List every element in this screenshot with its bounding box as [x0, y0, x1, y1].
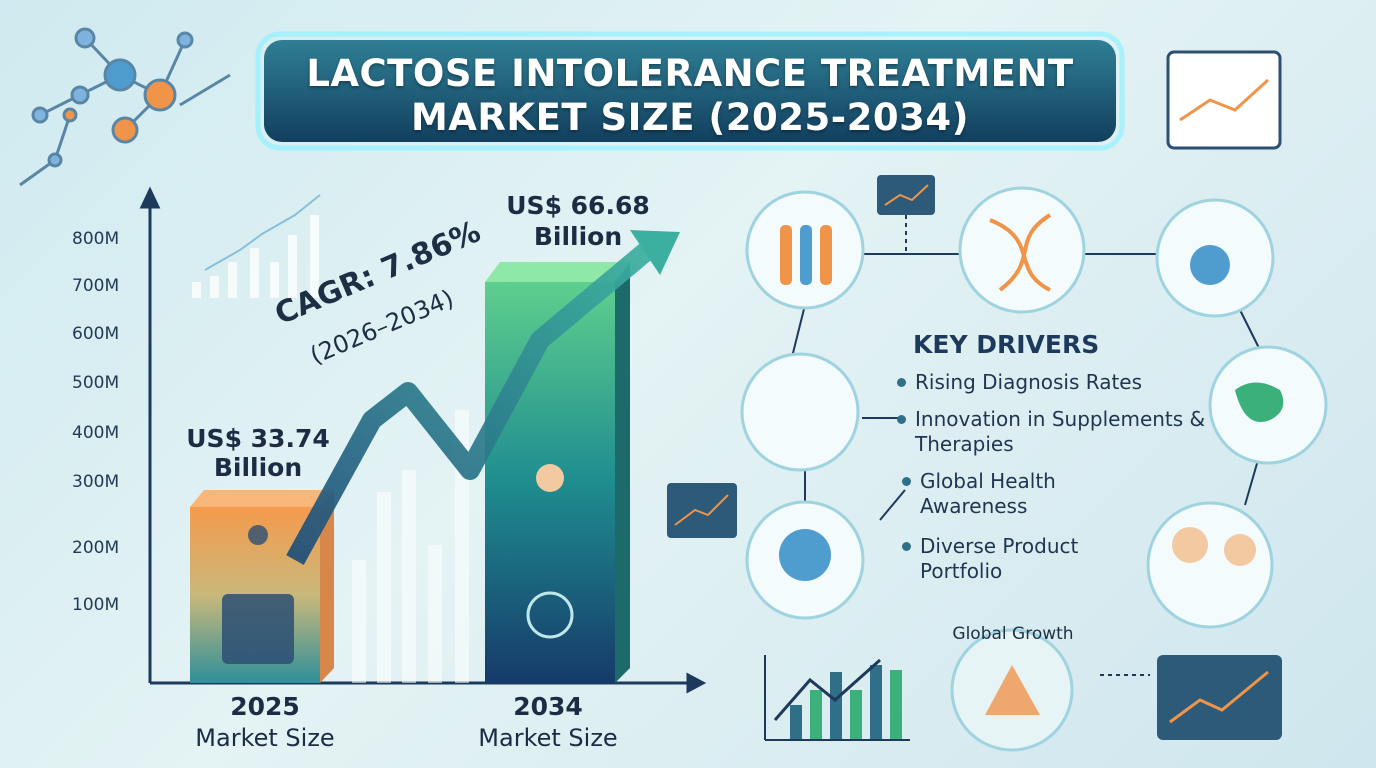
bar-value-label: US$ 33.74 — [186, 424, 330, 453]
bar-2034 — [485, 262, 630, 683]
molecule-icon — [19, 27, 231, 187]
y-tick-label: 800M — [72, 229, 120, 249]
y-tick-label: 600M — [72, 324, 120, 344]
decor-bars — [352, 410, 469, 683]
driver-item: Rising Diagnosis Rates — [897, 370, 1215, 395]
title-box — [264, 40, 1116, 142]
decor-chart — [192, 194, 321, 298]
footer-label: Global Growth — [952, 624, 1074, 644]
x-label-year: 2025 — [230, 692, 300, 721]
bar-value-label: US$ 66.68 — [506, 191, 650, 220]
icon-details — [779, 213, 1284, 715]
x-label-caption: Market Size — [478, 724, 618, 752]
mini-screens — [667, 50, 1282, 741]
x-label-year: 2034 — [513, 692, 583, 721]
drivers-diagram — [789, 215, 1261, 676]
driver-item: Diverse Product Portfolio — [902, 534, 1110, 584]
y-tick-label: 500M — [72, 373, 120, 393]
y-tick-label: 700M — [72, 276, 120, 296]
y-tick-label: 200M — [72, 538, 120, 558]
bar-unit: Billion — [213, 453, 303, 482]
driver-item: Innovation in Supplements & Therapies — [897, 407, 1215, 457]
y-tick-label: 300M — [72, 472, 120, 492]
bar-2025 — [190, 490, 334, 683]
x-label-caption: Market Size — [195, 724, 335, 752]
title-line: MARKET SIZE (2025-2034) — [410, 96, 970, 139]
y-tick-label: 400M — [72, 423, 120, 443]
bar-unit: Billion — [533, 222, 623, 251]
y-tick-label: 100M — [72, 595, 120, 615]
title-glow — [255, 31, 1125, 151]
driver-item: Global Health Awareness — [902, 469, 1100, 519]
title-line: LACTOSE INTOLERANCE TREATMENT — [306, 52, 1074, 95]
drivers-heading: KEY DRIVERS — [913, 330, 1100, 359]
growth-arrow — [286, 230, 680, 565]
